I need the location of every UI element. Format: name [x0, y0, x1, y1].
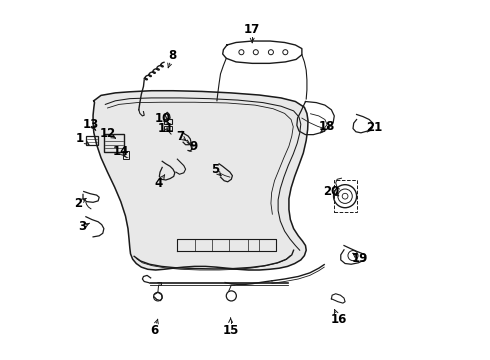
Bar	[104, 134, 123, 152]
Text: 10: 10	[155, 112, 171, 125]
Text: 16: 16	[330, 313, 347, 326]
Text: 2: 2	[74, 197, 83, 210]
Bar	[86, 136, 98, 145]
Text: 18: 18	[319, 120, 335, 133]
Text: 3: 3	[78, 220, 86, 233]
Bar	[164, 119, 172, 124]
Text: 7: 7	[176, 130, 184, 143]
Bar	[334, 180, 357, 212]
Text: 6: 6	[150, 324, 158, 337]
Polygon shape	[93, 91, 308, 270]
Text: 9: 9	[190, 140, 198, 153]
Text: 1: 1	[76, 132, 84, 145]
Text: 8: 8	[168, 49, 176, 62]
Text: 20: 20	[323, 185, 340, 198]
Text: 13: 13	[83, 118, 99, 131]
Text: 4: 4	[154, 177, 163, 190]
Text: 12: 12	[100, 127, 116, 140]
Text: 15: 15	[222, 324, 239, 337]
Text: 19: 19	[351, 252, 368, 265]
Bar	[164, 126, 171, 131]
Text: 5: 5	[211, 163, 220, 176]
Text: 17: 17	[244, 23, 260, 36]
Text: 21: 21	[366, 121, 382, 134]
Text: 11: 11	[158, 122, 174, 135]
Bar	[122, 151, 129, 159]
Text: 14: 14	[113, 145, 129, 158]
